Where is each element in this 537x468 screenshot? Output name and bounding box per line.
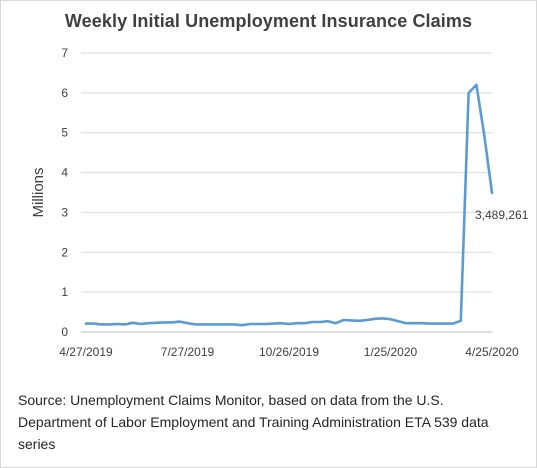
y-tick-label: 6 bbox=[61, 86, 68, 100]
x-tick-label: 1/25/2020 bbox=[364, 345, 418, 359]
series-line bbox=[84, 83, 494, 327]
line-chart: 0 1 2 3 4 5 6 7 4/27/2019 7/27/2019 10/26/2019 1/25… bbox=[30, 46, 529, 359]
data-label: 3,489,261 bbox=[475, 208, 529, 222]
y-tick-label: 7 bbox=[61, 46, 68, 60]
x-tick-label: 4/25/2020 bbox=[465, 345, 519, 359]
x-tick-label: 7/27/2019 bbox=[161, 345, 215, 359]
x-tick-label: 4/27/2019 bbox=[59, 345, 113, 359]
y-tick-label: 1 bbox=[61, 285, 68, 299]
y-tick-label: 3 bbox=[61, 205, 68, 219]
y-tick-label: 2 bbox=[61, 245, 68, 259]
y-tick-label: 0 bbox=[61, 325, 68, 339]
source-note: Source: Unemployment Claims Monitor, bas… bbox=[18, 392, 489, 452]
x-tick-label: 10/26/2019 bbox=[259, 345, 319, 359]
y-tick-label: 5 bbox=[61, 126, 68, 140]
chart-title: Weekly Initial Unemployment Insurance Cl… bbox=[64, 11, 473, 31]
y-axis-title: Millions bbox=[30, 167, 47, 217]
y-tick-label: 4 bbox=[61, 166, 68, 180]
